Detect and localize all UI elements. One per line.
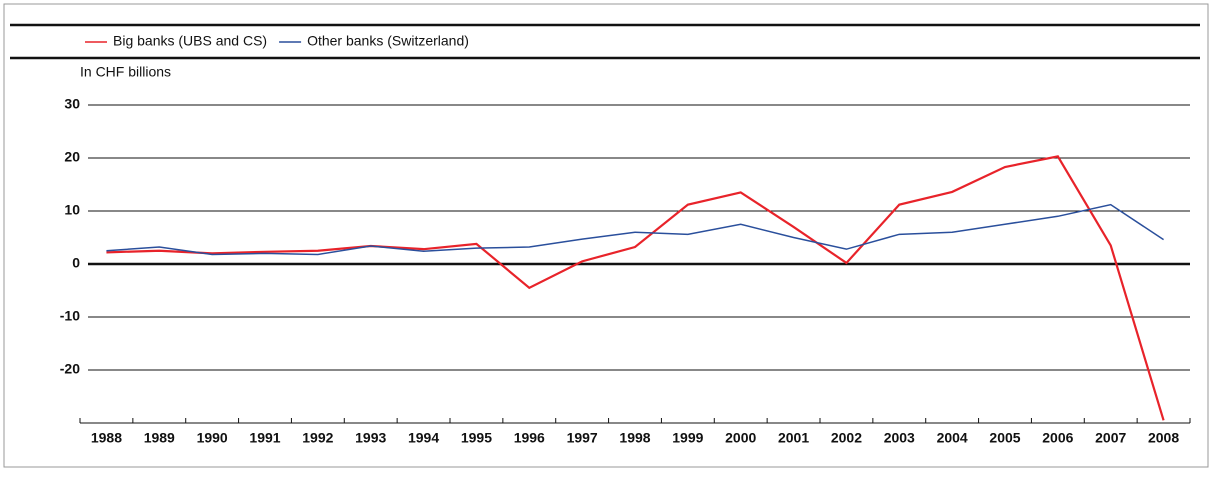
x-tick-label: 1993: [355, 430, 386, 446]
legend-label: Big banks (UBS and CS): [113, 33, 267, 49]
x-tick-label: 1995: [461, 430, 492, 446]
y-tick-label: 0: [72, 255, 80, 271]
x-tick-label: 2008: [1148, 430, 1179, 446]
y-tick-label: 20: [64, 149, 80, 165]
x-tick-label: 2005: [989, 430, 1020, 446]
legend: Big banks (UBS and CS) Other banks (Switz…: [85, 33, 469, 49]
series-line: [106, 203, 1164, 256]
x-tick-label: 2003: [884, 430, 915, 446]
x-tick-label: 1997: [567, 430, 598, 446]
y-axis-label: In CHF billions: [80, 64, 171, 80]
frame: [3, 3, 1209, 468]
legend-label: Other banks (Switzerland): [307, 33, 469, 49]
x-tick-label: 1998: [619, 430, 650, 446]
x-tick-label: 2001: [778, 430, 809, 446]
x-tick-label: 1999: [672, 430, 703, 446]
x-tick-label: 2002: [831, 430, 862, 446]
x-tick-label: 1991: [249, 430, 280, 446]
x-tick-label: 1990: [197, 430, 228, 446]
x-tick-label: 2004: [937, 430, 968, 446]
x-tick-label: 1996: [514, 430, 545, 446]
x-tick-label: 2006: [1042, 430, 1073, 446]
y-tick-label: -10: [60, 308, 80, 324]
x-tick-label: 1994: [408, 430, 439, 446]
x-tick-label: 2000: [725, 430, 756, 446]
series-line: [106, 155, 1165, 421]
y-tick-label: 10: [64, 202, 80, 218]
x-tick-label: 1988: [91, 430, 122, 446]
y-tick-label: -20: [60, 361, 80, 377]
x-tick-label: 2007: [1095, 430, 1126, 446]
x-tick-label: 1992: [302, 430, 333, 446]
y-tick-label: 30: [64, 96, 80, 112]
x-tick-label: 1989: [144, 430, 175, 446]
